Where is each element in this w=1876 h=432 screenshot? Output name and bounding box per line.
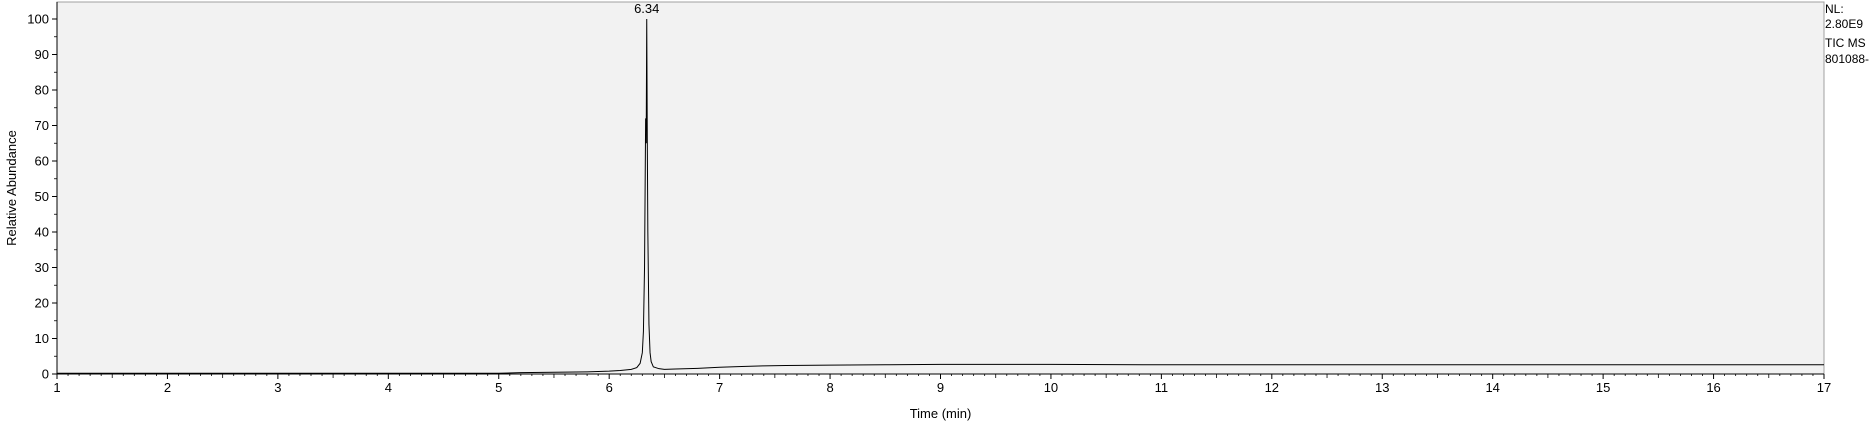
x-tick-label: 9 bbox=[937, 380, 944, 395]
y-tick-label: 40 bbox=[35, 225, 49, 240]
y-tick-label: 0 bbox=[42, 367, 49, 382]
y-tick-label: 10 bbox=[35, 331, 49, 346]
nl-label: NL: bbox=[1825, 2, 1844, 16]
file-name-label: 801088- bbox=[1825, 52, 1870, 66]
y-axis-label: Relative Abundance bbox=[4, 130, 19, 246]
x-tick-label: 5 bbox=[495, 380, 502, 395]
x-axis-ticks: 1 2 3 4 5 6 7 8 9 10 11 12 13 14 15 16 17 bbox=[53, 374, 1831, 395]
x-tick-label: 1 bbox=[53, 380, 60, 395]
tic-trace-line bbox=[57, 18, 1824, 374]
y-tick-label: 70 bbox=[35, 118, 49, 133]
y-tick-label: 100 bbox=[27, 12, 49, 27]
x-tick-label: 6 bbox=[606, 380, 613, 395]
x-axis-label: Time (min) bbox=[910, 406, 972, 421]
x-tick-label: 7 bbox=[716, 380, 723, 395]
x-tick-label: 11 bbox=[1155, 380, 1169, 395]
nl-value: 2.80E9 bbox=[1825, 17, 1864, 31]
x-tick-label: 15 bbox=[1596, 380, 1610, 395]
x-tick-label: 17 bbox=[1817, 380, 1831, 395]
x-tick-label: 12 bbox=[1265, 380, 1279, 395]
x-tick-label: 8 bbox=[826, 380, 833, 395]
x-tick-label: 16 bbox=[1706, 380, 1720, 395]
x-tick-label: 2 bbox=[164, 380, 171, 395]
y-tick-label: 50 bbox=[35, 189, 49, 204]
y-tick-label: 20 bbox=[35, 296, 49, 311]
y-tick-label: 90 bbox=[35, 47, 49, 62]
scan-type-label: TIC MS bbox=[1825, 36, 1866, 50]
x-tick-label: 13 bbox=[1375, 380, 1389, 395]
y-tick-label: 30 bbox=[35, 260, 49, 275]
x-tick-label: 3 bbox=[274, 380, 281, 395]
y-axis-ticks: 0 10 20 30 40 50 60 70 80 90 100 bbox=[27, 12, 57, 382]
plot-area bbox=[56, 1, 1825, 375]
peak-annotations: 6.34 bbox=[634, 1, 659, 16]
peak-label: 6.34 bbox=[634, 1, 659, 16]
x-tick-label: 14 bbox=[1485, 380, 1499, 395]
x-tick-label: 10 bbox=[1044, 380, 1058, 395]
y-tick-label: 60 bbox=[35, 154, 49, 169]
y-tick-label: 80 bbox=[35, 83, 49, 98]
x-tick-label: 4 bbox=[385, 380, 392, 395]
